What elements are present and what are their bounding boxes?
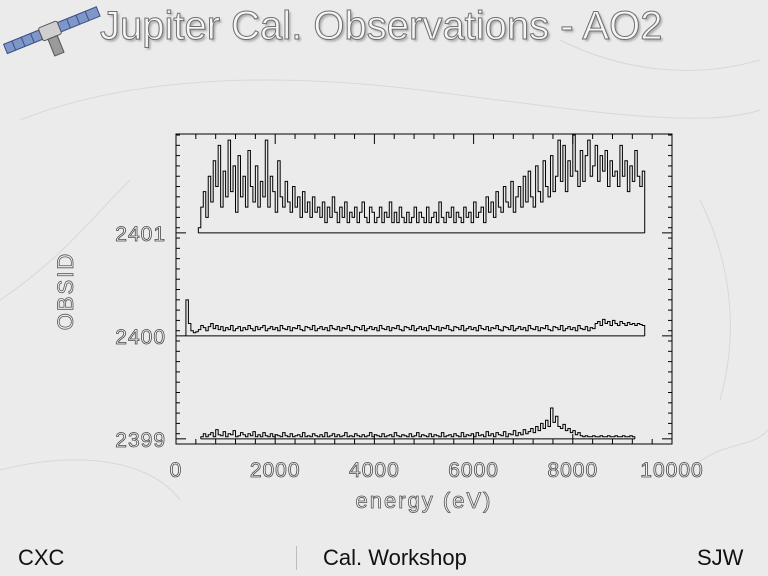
- plot-frame: [175, 133, 673, 445]
- series-line-2401: [197, 134, 646, 233]
- footer-divider: [296, 546, 297, 570]
- y-tick-label: 2399: [115, 429, 166, 452]
- footer-left-label: CXC: [18, 545, 65, 570]
- x-axis: 0 2000 4000 6000 8000 10000: [169, 134, 703, 482]
- slide-title: Jupiter Cal. Observations - AO2: [100, 4, 663, 49]
- x-axis-label: energy (eV): [356, 488, 493, 513]
- x-tick-label: 2000: [250, 459, 301, 482]
- y-tick-label: 2401: [115, 223, 166, 246]
- satellite-icon: [2, 6, 101, 57]
- plot-area: [175, 133, 673, 445]
- y-axis: 2399 2400 2401: [115, 134, 672, 452]
- x-tick-label: 10000: [640, 459, 703, 482]
- series-line-2400: [185, 299, 646, 336]
- y-axis-label: OBSID: [53, 252, 78, 330]
- footer-center-label: Cal. Workshop: [323, 545, 467, 570]
- series-line-2399: [200, 407, 636, 439]
- footer-right-label: SJW: [697, 545, 744, 570]
- x-tick-label: 8000: [547, 459, 598, 482]
- series-layer: [185, 134, 646, 440]
- x-tick-label: 6000: [448, 459, 499, 482]
- x-tick-label: 4000: [349, 459, 400, 482]
- y-tick-label: 2400: [115, 326, 166, 349]
- x-tick-label: 0: [170, 459, 183, 482]
